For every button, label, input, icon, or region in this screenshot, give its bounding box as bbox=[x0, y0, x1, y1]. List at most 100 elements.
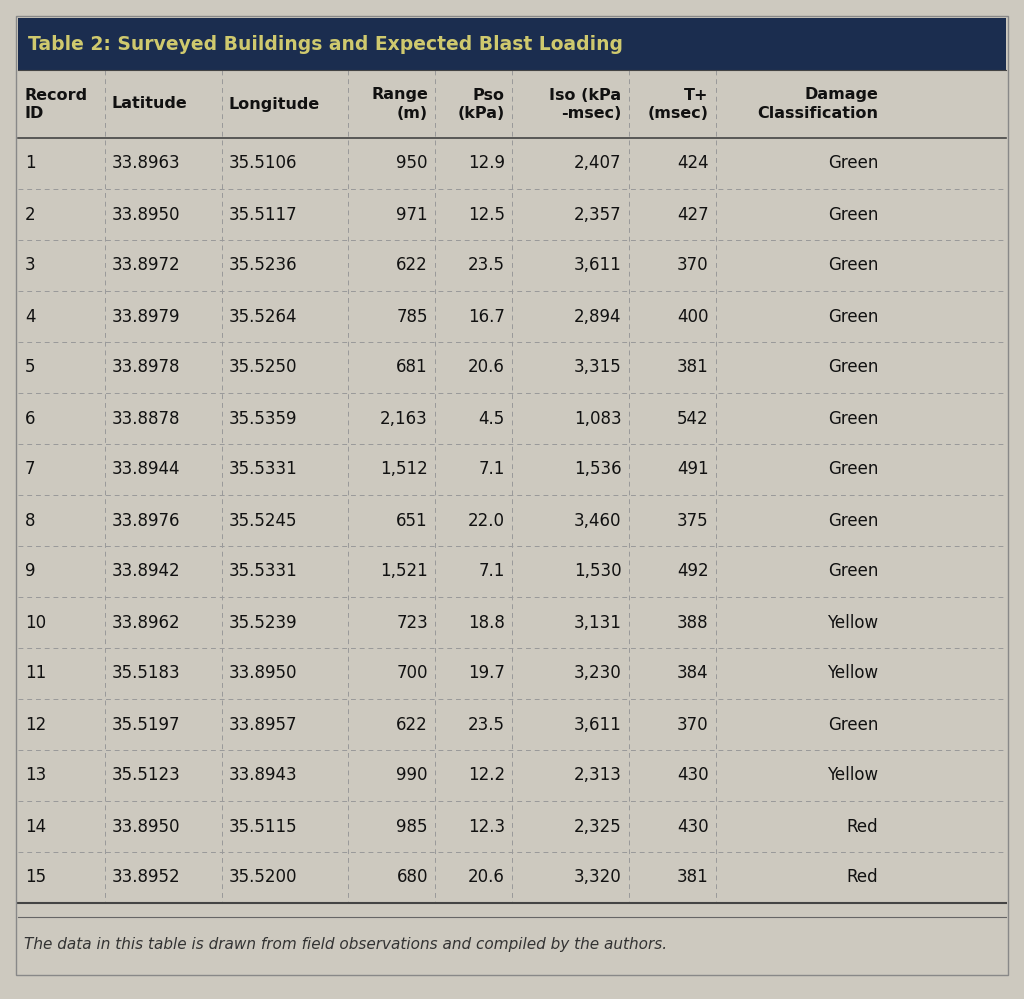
Text: 35.5359: 35.5359 bbox=[228, 410, 297, 428]
Text: 430: 430 bbox=[677, 817, 709, 835]
Text: 12.3: 12.3 bbox=[468, 817, 505, 835]
Text: 12.9: 12.9 bbox=[468, 155, 505, 173]
Text: 7.1: 7.1 bbox=[478, 562, 505, 580]
Text: 35.5236: 35.5236 bbox=[228, 257, 297, 275]
Text: Green: Green bbox=[828, 715, 879, 733]
Text: 3,131: 3,131 bbox=[573, 613, 622, 631]
Text: 971: 971 bbox=[396, 206, 428, 224]
Text: 3: 3 bbox=[25, 257, 36, 275]
Text: Green: Green bbox=[828, 461, 879, 479]
FancyBboxPatch shape bbox=[18, 18, 1006, 70]
Text: The data in this table is drawn from field observations and compiled by the auth: The data in this table is drawn from fie… bbox=[24, 937, 667, 952]
Text: 35.5264: 35.5264 bbox=[228, 308, 297, 326]
Text: 12.5: 12.5 bbox=[468, 206, 505, 224]
Text: Yellow: Yellow bbox=[827, 613, 879, 631]
Text: 1,530: 1,530 bbox=[574, 562, 622, 580]
Text: 33.8962: 33.8962 bbox=[112, 613, 180, 631]
Text: 3,320: 3,320 bbox=[573, 868, 622, 886]
Text: 20.6: 20.6 bbox=[468, 868, 505, 886]
Text: 35.5245: 35.5245 bbox=[228, 511, 297, 529]
Text: 622: 622 bbox=[396, 715, 428, 733]
Text: 492: 492 bbox=[677, 562, 709, 580]
Text: 33.8978: 33.8978 bbox=[112, 359, 180, 377]
Text: 491: 491 bbox=[677, 461, 709, 479]
Text: 35.5117: 35.5117 bbox=[228, 206, 297, 224]
Text: 33.8976: 33.8976 bbox=[112, 511, 180, 529]
Text: 1,512: 1,512 bbox=[380, 461, 428, 479]
Text: 370: 370 bbox=[677, 715, 709, 733]
Text: 2,407: 2,407 bbox=[574, 155, 622, 173]
Text: 33.8972: 33.8972 bbox=[112, 257, 180, 275]
Text: 15: 15 bbox=[25, 868, 46, 886]
Text: 35.5331: 35.5331 bbox=[228, 461, 297, 479]
Text: 2,357: 2,357 bbox=[574, 206, 622, 224]
Text: 35.5183: 35.5183 bbox=[112, 664, 180, 682]
Text: 424: 424 bbox=[677, 155, 709, 173]
Text: Red: Red bbox=[847, 817, 879, 835]
Text: 990: 990 bbox=[396, 766, 428, 784]
Text: 680: 680 bbox=[396, 868, 428, 886]
Text: 1,521: 1,521 bbox=[380, 562, 428, 580]
Text: 4: 4 bbox=[25, 308, 36, 326]
Text: Yellow: Yellow bbox=[827, 664, 879, 682]
Text: 33.8979: 33.8979 bbox=[112, 308, 180, 326]
Text: 370: 370 bbox=[677, 257, 709, 275]
Text: 375: 375 bbox=[677, 511, 709, 529]
Text: 23.5: 23.5 bbox=[468, 257, 505, 275]
Text: 35.5197: 35.5197 bbox=[112, 715, 180, 733]
Text: 2,894: 2,894 bbox=[574, 308, 622, 326]
Text: Damage
Classification: Damage Classification bbox=[758, 88, 879, 121]
Text: 35.5250: 35.5250 bbox=[228, 359, 297, 377]
Text: 5: 5 bbox=[25, 359, 36, 377]
Text: Green: Green bbox=[828, 155, 879, 173]
Text: 16.7: 16.7 bbox=[468, 308, 505, 326]
Text: 35.5331: 35.5331 bbox=[228, 562, 297, 580]
Text: 12: 12 bbox=[25, 715, 46, 733]
Text: 651: 651 bbox=[396, 511, 428, 529]
Text: Green: Green bbox=[828, 308, 879, 326]
Text: Pso
(kPa): Pso (kPa) bbox=[458, 88, 505, 121]
Text: 622: 622 bbox=[396, 257, 428, 275]
Text: 388: 388 bbox=[677, 613, 709, 631]
Text: T+
(msec): T+ (msec) bbox=[647, 88, 709, 121]
Text: Yellow: Yellow bbox=[827, 766, 879, 784]
Text: 3,460: 3,460 bbox=[574, 511, 622, 529]
Text: 400: 400 bbox=[677, 308, 709, 326]
Text: Green: Green bbox=[828, 511, 879, 529]
Text: 381: 381 bbox=[677, 868, 709, 886]
Text: 785: 785 bbox=[396, 308, 428, 326]
Text: 35.5115: 35.5115 bbox=[228, 817, 297, 835]
Text: 985: 985 bbox=[396, 817, 428, 835]
FancyBboxPatch shape bbox=[18, 70, 1006, 138]
Text: 2,313: 2,313 bbox=[573, 766, 622, 784]
Text: 700: 700 bbox=[396, 664, 428, 682]
Text: 7.1: 7.1 bbox=[478, 461, 505, 479]
Text: Green: Green bbox=[828, 410, 879, 428]
Text: 3,611: 3,611 bbox=[573, 257, 622, 275]
Text: 10: 10 bbox=[25, 613, 46, 631]
Text: 35.5239: 35.5239 bbox=[228, 613, 297, 631]
Text: Green: Green bbox=[828, 562, 879, 580]
Text: 2,163: 2,163 bbox=[380, 410, 428, 428]
Text: 19.7: 19.7 bbox=[468, 664, 505, 682]
Text: 13: 13 bbox=[25, 766, 46, 784]
Text: 1: 1 bbox=[25, 155, 36, 173]
Text: Iso (kPa
-msec): Iso (kPa -msec) bbox=[550, 88, 622, 121]
Text: Green: Green bbox=[828, 206, 879, 224]
Text: 33.8957: 33.8957 bbox=[228, 715, 297, 733]
Text: 33.8963: 33.8963 bbox=[112, 155, 180, 173]
Text: 723: 723 bbox=[396, 613, 428, 631]
Text: 20.6: 20.6 bbox=[468, 359, 505, 377]
Text: 9: 9 bbox=[25, 562, 36, 580]
Text: 33.8944: 33.8944 bbox=[112, 461, 180, 479]
Text: Range
(m): Range (m) bbox=[371, 88, 428, 121]
Text: 33.8942: 33.8942 bbox=[112, 562, 180, 580]
Text: 8: 8 bbox=[25, 511, 36, 529]
Text: Red: Red bbox=[847, 868, 879, 886]
Text: 430: 430 bbox=[677, 766, 709, 784]
Text: 3,611: 3,611 bbox=[573, 715, 622, 733]
Text: 35.5106: 35.5106 bbox=[228, 155, 297, 173]
Text: 542: 542 bbox=[677, 410, 709, 428]
Text: 33.8950: 33.8950 bbox=[112, 206, 180, 224]
Text: 12.2: 12.2 bbox=[468, 766, 505, 784]
